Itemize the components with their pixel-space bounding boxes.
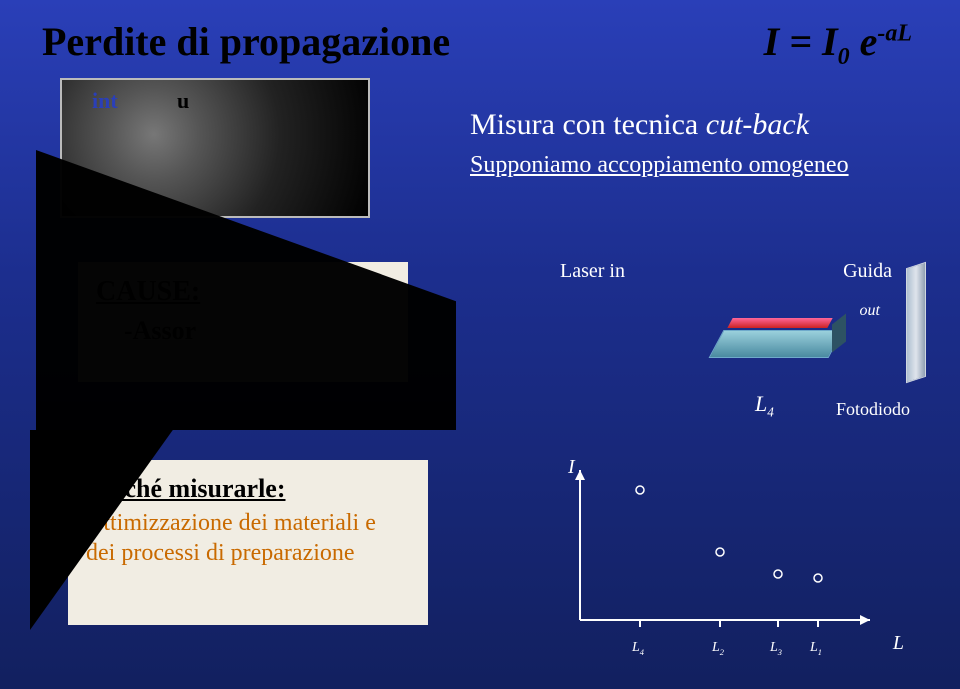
plot-x-label: L <box>893 632 904 655</box>
waveguide-graphic <box>700 300 860 370</box>
right-column: Misura con tecnica cut-back Supponiamo a… <box>470 108 930 179</box>
eqn-sup: -aL <box>877 21 912 47</box>
waveguide-diagram: Laser in Guida out L4 Fotodiodo <box>540 260 920 430</box>
waveguide-side <box>832 314 846 353</box>
misura-line: Misura con tecnica cut-back <box>470 108 930 142</box>
waveguide-strip <box>727 318 832 328</box>
diagram-laser-in-label: Laser in <box>560 260 625 283</box>
plot-y-label: I <box>568 456 575 479</box>
plot-x-tick: L3 <box>770 640 782 657</box>
attenuation-plot: I L L4L2L3L1 <box>520 460 910 655</box>
perche-body: Ottimizzazione dei materiali e dei proce… <box>86 508 410 568</box>
supponiamo-line: Supponiamo accoppiamento omogeneo <box>470 152 849 179</box>
diagram-guida-label: Guida <box>843 260 892 283</box>
title-row: Perdite di propagazione I = I0 e-aL <box>42 18 912 71</box>
diagram-fotodiodo-label: Fotodiodo <box>836 399 910 420</box>
diagram-L4-sub: 4 <box>767 404 774 419</box>
waveguide-base <box>709 330 844 358</box>
diagram-out-label: out <box>860 302 880 320</box>
misura-prefix: Misura con tecnica <box>470 108 706 141</box>
photo-label-int: int <box>92 88 118 114</box>
equation: I = I0 e-aL <box>764 18 912 71</box>
plot-x-tick: L1 <box>810 640 822 657</box>
photo-label-mic: u <box>177 88 189 114</box>
eqn-mid: e <box>850 19 878 64</box>
diagram-L4-prefix: L <box>755 391 767 416</box>
page-title: Perdite di propagazione <box>42 18 450 65</box>
eqn-sub: 0 <box>838 44 850 70</box>
photodiode-screen <box>906 262 926 383</box>
plot-svg <box>520 460 910 655</box>
diagram-L4-label: L4 <box>755 391 774 420</box>
plot-x-tick: L4 <box>632 640 644 657</box>
misura-emph: cut-back <box>706 108 809 141</box>
eqn-prefix: I = I <box>764 19 838 64</box>
plot-x-tick: L2 <box>712 640 724 657</box>
